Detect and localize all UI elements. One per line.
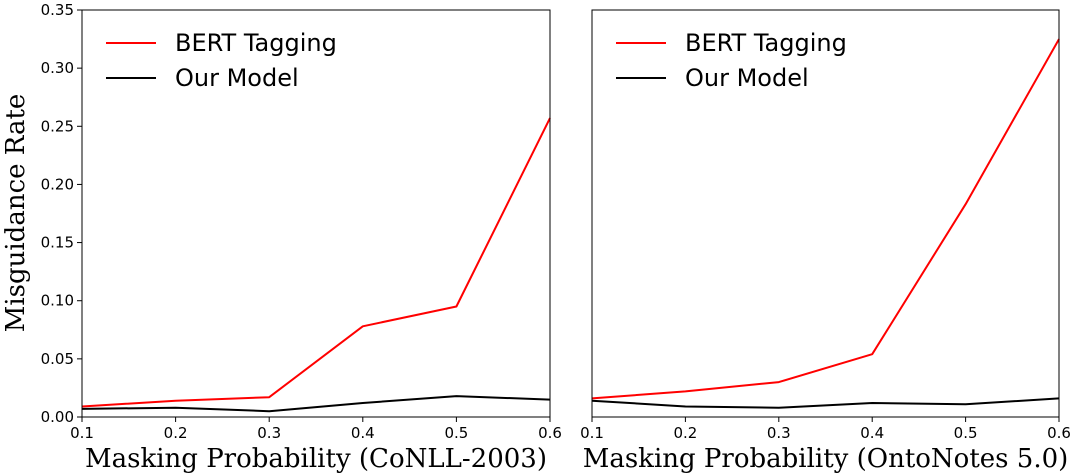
y-tick-label: 0.35 (41, 1, 74, 19)
x-tick-label: 0.1 (580, 424, 604, 442)
plot-frame (591, 9, 1060, 418)
series-line-our-model (81, 395, 551, 413)
y-tick-label: 0.00 (41, 408, 74, 426)
x-tick-label: 0.5 (444, 424, 468, 442)
legend-label: Our Model (685, 64, 809, 92)
chart-panel-1: 0.1 0.2 0.3 0.4 0.5 0.6 0.00 0.05 0.10 0.15 0.20 0.… (41, 1, 562, 474)
x-axis-label: Masking Probability (OntoNotes 5.0) (583, 444, 1069, 474)
series-line-bert-tagging (591, 38, 1060, 400)
x-tick-label: 0.3 (767, 424, 791, 442)
x-tick-label: 0.6 (1047, 424, 1071, 442)
x-tick-label: 0.4 (351, 424, 375, 442)
series-line-our-model (591, 397, 1060, 409)
y-tick-label: 0.05 (41, 350, 74, 368)
x-tick-label: 0.6 (538, 424, 562, 442)
legend-label: BERT Tagging (685, 29, 847, 57)
y-tick-label: 0.15 (41, 234, 74, 252)
legend-label: Our Model (175, 64, 299, 92)
x-tick-label: 0.5 (954, 424, 978, 442)
series-line-bert-tagging (81, 117, 551, 408)
y-axis-label: Misguidance Rate (1, 94, 31, 333)
x-tick-label: 0.2 (164, 424, 188, 442)
x-tick-label: 0.1 (70, 424, 94, 442)
y-tick-label: 0.10 (41, 292, 74, 310)
x-tick-label: 0.2 (673, 424, 697, 442)
chart-panel-2: 0.1 0.2 0.3 0.4 0.5 0.6 Masking Probability (O… (580, 9, 1071, 474)
y-tick-label: 0.25 (41, 117, 74, 135)
x-tick-label: 0.4 (860, 424, 884, 442)
plot-frame (81, 9, 551, 418)
x-tick-label: 0.3 (257, 424, 281, 442)
y-tick-label: 0.20 (41, 175, 74, 193)
y-tick-label: 0.30 (41, 59, 74, 77)
legend-label: BERT Tagging (175, 29, 337, 57)
x-axis-label: Masking Probability (CoNLL-2003) (85, 444, 547, 474)
